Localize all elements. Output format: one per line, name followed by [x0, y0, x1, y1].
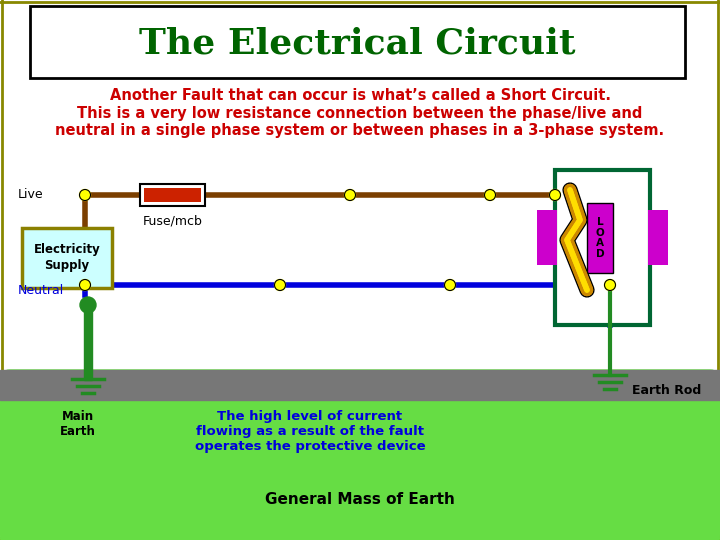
Text: Live: Live [18, 188, 44, 201]
Bar [555, 170, 650, 325]
Text: L
O
A
D: L O A D [595, 217, 604, 259]
Text: This is a very low resistance connection between the phase/live and
neutral in a: This is a very low resistance connection… [55, 106, 665, 138]
Bar [587, 203, 613, 273]
Text: General Mass of Earth: General Mass of Earth [265, 492, 455, 508]
FancyBboxPatch shape [0, 370, 720, 540]
Circle shape [79, 280, 91, 291]
Circle shape [274, 280, 286, 291]
Circle shape [605, 280, 616, 291]
Bar [30, 6, 685, 78]
Circle shape [444, 280, 456, 291]
Text: Fuse/mcb: Fuse/mcb [143, 215, 202, 228]
Text: Electricity
Supply: Electricity Supply [34, 244, 100, 273]
Bar [84, 305, 92, 380]
Text: Main
Earth: Main Earth [60, 410, 96, 438]
Bar [648, 210, 668, 265]
Text: The high level of current
flowing as a result of the fault
operates the protecti: The high level of current flowing as a r… [194, 410, 426, 453]
Bar [22, 228, 112, 288]
Text: Neutral: Neutral [18, 284, 64, 296]
Text: The Electrical Circuit: The Electrical Circuit [139, 27, 575, 61]
Text: Earth Rod: Earth Rod [632, 383, 701, 396]
Bar [537, 210, 557, 265]
Bar [140, 184, 205, 206]
Bar [144, 188, 201, 202]
Bar [0, 370, 720, 400]
Circle shape [344, 190, 356, 200]
Circle shape [79, 190, 91, 200]
Circle shape [549, 190, 560, 200]
Circle shape [485, 190, 495, 200]
Circle shape [80, 297, 96, 313]
Text: Another Fault that can occur is what’s called a Short Circuit.: Another Fault that can occur is what’s c… [109, 88, 611, 103]
